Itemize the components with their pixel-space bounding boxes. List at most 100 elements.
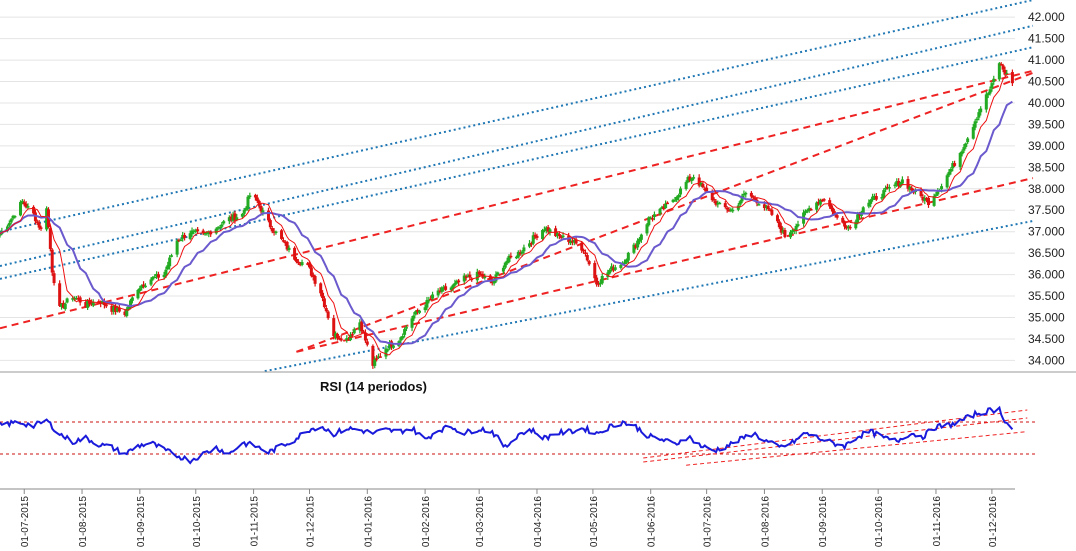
- candle-body: [22, 202, 26, 205]
- candle-body: [65, 298, 69, 303]
- candle-body: [885, 186, 889, 189]
- candle-body: [0, 233, 2, 236]
- candle-body: [744, 192, 748, 195]
- candle-body: [714, 201, 718, 205]
- candle-body: [975, 118, 979, 121]
- candle-body: [701, 183, 705, 188]
- candle-body: [751, 196, 755, 198]
- price-grid: [0, 16, 1015, 361]
- candle-body: [580, 242, 584, 251]
- candle-body: [376, 356, 380, 358]
- candle-body: [692, 177, 696, 179]
- candle-body: [358, 322, 362, 331]
- candle-body: [544, 227, 548, 231]
- candle-body: [332, 318, 336, 337]
- candle-body: [203, 233, 207, 235]
- candle-body: [953, 163, 957, 166]
- candle-body: [503, 262, 507, 268]
- candle-body: [71, 298, 75, 300]
- candle-body: [960, 151, 964, 155]
- price-tick-label: 40.500: [1028, 75, 1065, 89]
- candle-body: [403, 329, 407, 335]
- candle-body: [136, 289, 140, 299]
- candle-body: [149, 279, 153, 285]
- candle-body: [48, 228, 52, 249]
- candle-body: [574, 239, 578, 244]
- candle-body: [287, 247, 291, 251]
- candle-body: [50, 249, 54, 273]
- candle-body: [164, 269, 168, 276]
- candle-body: [651, 218, 655, 220]
- candle-body: [462, 275, 466, 282]
- candle-body: [123, 311, 127, 316]
- candle-body: [688, 176, 692, 181]
- candle-body: [979, 108, 983, 113]
- candle-body: [399, 337, 403, 341]
- candle-body: [949, 168, 953, 172]
- candle-body: [971, 127, 975, 139]
- candle-body: [507, 255, 511, 262]
- price-tick-label: 34.000: [1028, 353, 1065, 367]
- price-axis: 34.000 34.500 35.000 35.500 36.000 36.500 37.0…: [1028, 10, 1065, 367]
- candle-body: [294, 259, 298, 262]
- candle-body: [899, 182, 903, 187]
- candle-body: [442, 287, 446, 289]
- candle-body: [246, 196, 250, 209]
- candle-body: [384, 348, 388, 357]
- candle-body: [794, 225, 798, 231]
- candle-body: [293, 247, 297, 260]
- candle-body: [887, 187, 891, 189]
- candle-body: [401, 336, 405, 339]
- candle-body: [796, 224, 800, 227]
- price-tick-label: 41.000: [1028, 53, 1065, 67]
- candle-body: [846, 226, 850, 229]
- candle-body: [427, 299, 431, 302]
- candle-body: [779, 225, 783, 233]
- candle-body: [705, 187, 709, 192]
- candle-body: [910, 187, 914, 191]
- candle-body: [673, 200, 677, 202]
- candle-body: [391, 345, 395, 348]
- candle-body: [322, 298, 326, 308]
- price-tick-label: 36.000: [1028, 268, 1065, 282]
- candle-body: [404, 327, 408, 329]
- candle-body: [308, 262, 312, 268]
- candle-body: [522, 247, 526, 252]
- candle-body: [140, 285, 144, 289]
- candle-body: [5, 226, 9, 231]
- candle-body: [188, 233, 192, 239]
- candle-body: [600, 276, 604, 284]
- candle-body: [451, 284, 455, 289]
- candle-body: [45, 208, 49, 230]
- rsi-trend-line: [686, 431, 1028, 466]
- price-tick-label: 40.000: [1028, 96, 1065, 110]
- candle-body: [531, 235, 535, 244]
- candle-body: [820, 199, 824, 202]
- candle-body: [514, 256, 518, 259]
- candle-body: [76, 298, 80, 300]
- candle-body: [52, 273, 56, 284]
- candle-body: [233, 213, 237, 221]
- date-axis: 01-07-2015 01-08-2015 01-09-2015 01-10-2015…: [0, 488, 1015, 548]
- candle-body: [927, 197, 931, 206]
- candle-body: [373, 359, 377, 366]
- candle-body: [764, 206, 768, 208]
- date-tick-label: 01-08-2016: [760, 496, 771, 548]
- candle-body: [958, 153, 962, 167]
- price-tick-label: 36.500: [1028, 246, 1065, 260]
- date-tick-label: 01-03-2016: [475, 496, 486, 548]
- candle-body: [281, 240, 285, 242]
- candle-body: [541, 230, 545, 240]
- candle-body: [156, 274, 160, 278]
- candle-body: [306, 263, 310, 265]
- date-tick-label: 01-10-2015: [192, 496, 203, 548]
- candle-body: [736, 205, 740, 210]
- candle-body: [831, 208, 835, 215]
- candle-body: [453, 283, 457, 286]
- rsi-trend-line: [643, 417, 1028, 463]
- candle-body: [871, 196, 875, 200]
- candle-body: [906, 178, 910, 189]
- candle-body: [766, 205, 770, 210]
- candle-body: [665, 202, 669, 205]
- candle-body: [572, 240, 576, 243]
